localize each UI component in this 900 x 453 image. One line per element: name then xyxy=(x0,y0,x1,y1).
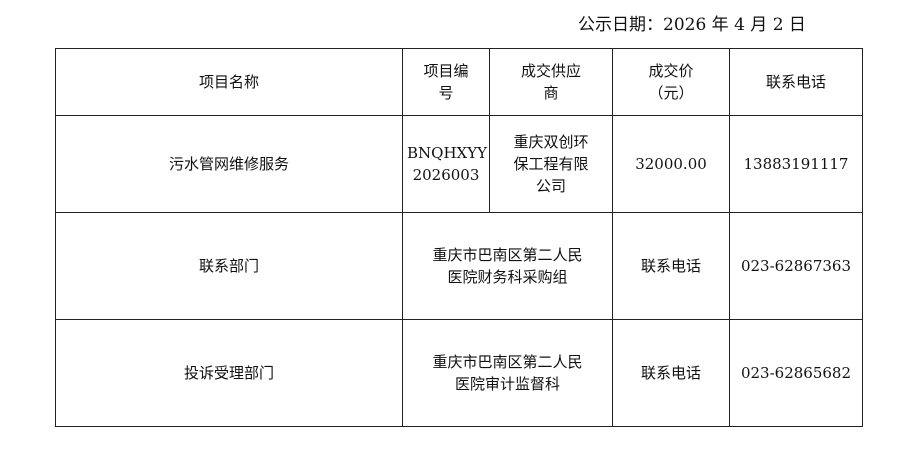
contact-department: 重庆市巴南区第二人民 医院财务科采购组 xyxy=(402,212,613,320)
header-line: 成交供应 xyxy=(520,62,581,80)
text-line: BNQHXYY xyxy=(407,144,488,162)
text-line: 医院审计监督科 xyxy=(454,375,560,393)
table-row: 投诉受理部门 重庆市巴南区第二人民 医院审计监督科 联系电话 023-628656… xyxy=(55,319,863,427)
header-line: 成交价 xyxy=(648,62,694,80)
complaint-department-label: 投诉受理部门 xyxy=(55,319,403,427)
publish-date: 公示日期：2026 年 4 月 2 日 xyxy=(578,15,806,35)
text-line: 重庆双创环 xyxy=(513,133,589,151)
phone-label: 联系电话 xyxy=(612,212,730,320)
text-line: 重庆市巴南区第二人民 xyxy=(432,353,583,371)
text-line: 重庆市巴南区第二人民 xyxy=(432,246,583,264)
contact-department-label: 联系部门 xyxy=(55,212,403,320)
text-line: 2026003 xyxy=(412,166,480,184)
text-line: 公司 xyxy=(535,177,566,195)
text-line: 保工程有限 xyxy=(513,155,589,173)
header-phone: 联系电话 xyxy=(729,48,863,116)
header-price: 成交价 （元） xyxy=(612,48,730,116)
table-row: 污水管网维修服务 BNQHXYY 2026003 重庆双创环保工程有限公司 320… xyxy=(55,115,863,213)
procurement-result-table: 项目名称 项目编号 成交供应商 成交价 （元） 联系电话 污水管网维修服务 BNQ… xyxy=(55,48,863,427)
phone: 023-62867363 xyxy=(729,212,863,320)
header-line: 项目编 xyxy=(423,62,469,80)
header-project-name: 项目名称 xyxy=(55,48,403,116)
text-line: 医院财务科采购组 xyxy=(447,268,568,286)
phone: 13883191117 xyxy=(729,115,863,213)
project-name: 污水管网维修服务 xyxy=(55,115,403,213)
header-project-no: 项目编号 xyxy=(402,48,490,116)
supplier: 重庆双创环保工程有限公司 xyxy=(489,115,613,213)
header-line: 号 xyxy=(438,84,454,102)
project-no: BNQHXYY 2026003 xyxy=(402,115,490,213)
phone-label: 联系电话 xyxy=(612,319,730,427)
header-line: （元） xyxy=(648,84,694,102)
complaint-department: 重庆市巴南区第二人民 医院审计监督科 xyxy=(402,319,613,427)
phone: 023-62865682 xyxy=(729,319,863,427)
header-supplier: 成交供应商 xyxy=(489,48,613,116)
table-row: 联系部门 重庆市巴南区第二人民 医院财务科采购组 联系电话 023-6286736… xyxy=(55,212,863,320)
header-row: 项目名称 项目编号 成交供应商 成交价 （元） 联系电话 xyxy=(55,48,863,116)
price: 32000.00 xyxy=(612,115,730,213)
header-line: 商 xyxy=(543,84,559,102)
